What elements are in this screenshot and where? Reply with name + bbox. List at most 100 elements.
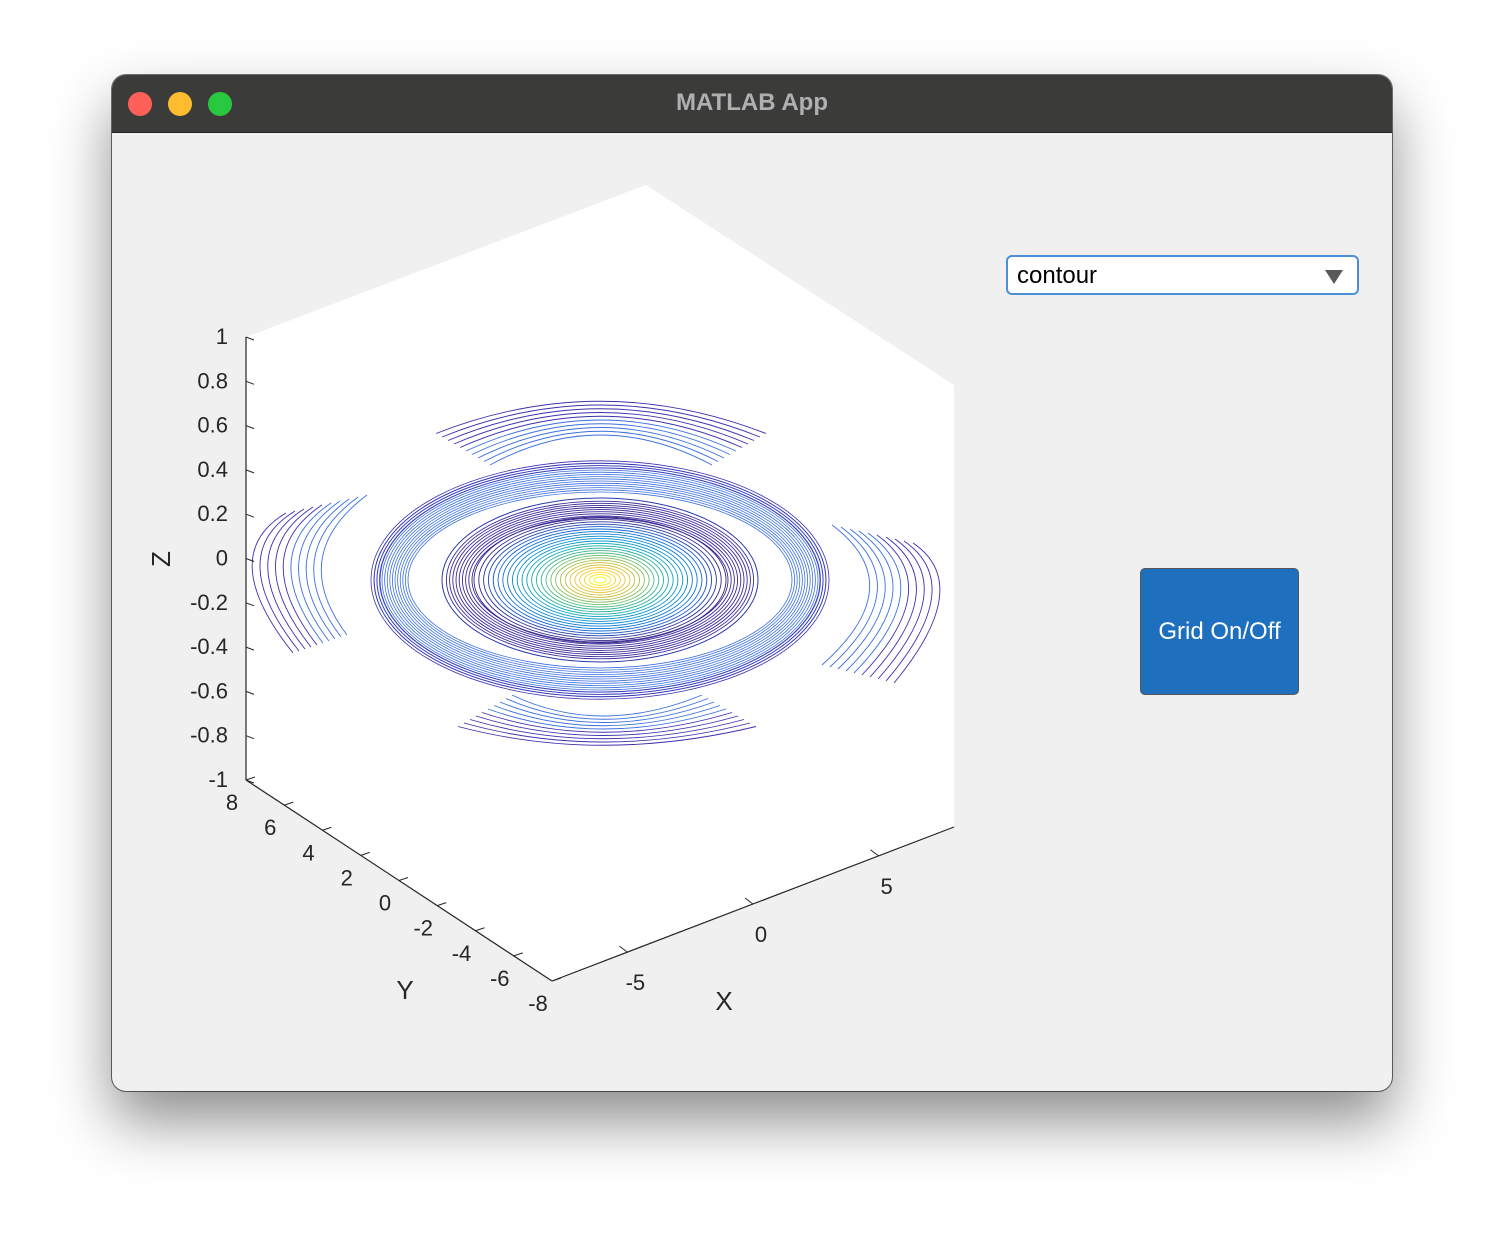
x-tick-label: 0 xyxy=(755,922,767,947)
bottom-lobe-contour xyxy=(463,722,751,743)
z-tick-label: -0.6 xyxy=(190,678,228,703)
x-tick-label: 5 xyxy=(881,874,893,899)
outer-contour-ring xyxy=(397,482,803,678)
y-tick-label: 6 xyxy=(264,815,276,840)
chevron-down-icon[interactable] xyxy=(1325,270,1343,284)
y-tick-mark xyxy=(437,902,447,907)
top-lobe-contour xyxy=(465,419,737,452)
outer-contour-ring xyxy=(376,465,824,695)
bottom-lobe-contour xyxy=(487,708,727,730)
trough-contour-ring xyxy=(465,513,735,647)
outer-contour-ring xyxy=(394,480,806,680)
y-tick-mark xyxy=(551,977,562,982)
top-lobe-contour xyxy=(435,400,767,434)
peak-contour-ring xyxy=(559,559,641,601)
top-lobe-contour xyxy=(459,415,743,448)
right-lobe-contour xyxy=(869,536,917,678)
contour-ring xyxy=(441,497,759,663)
right-lobe-contour xyxy=(845,530,894,672)
plot-type-dropdown[interactable]: contour xyxy=(1006,255,1359,295)
window-title: MATLAB App xyxy=(676,89,828,116)
z-tick-mark xyxy=(245,646,255,651)
peak-contour-ring xyxy=(593,576,607,584)
trough-contour-ring xyxy=(455,507,745,653)
trough-contour-ring xyxy=(452,504,748,656)
contour-plot-3d[interactable]: -1 -0.8 -0.6 -0.4 -0.2 0 0.2 0.4 0.6 0.8 1 -8 -6 -4 -2… xyxy=(112,75,1392,1091)
peak-contour-ring xyxy=(531,545,669,615)
peak-contour-ring xyxy=(579,569,621,591)
y-tick-mark xyxy=(360,851,370,856)
peak-contour-ring xyxy=(473,516,727,644)
trough-contour-ring xyxy=(471,517,729,643)
y-tick-label: 0 xyxy=(379,891,391,916)
y-tick-label: -4 xyxy=(452,941,472,966)
y-tick-label: 2 xyxy=(341,865,353,890)
z-tick-mark xyxy=(245,735,255,740)
peak-contour-ring xyxy=(521,540,679,620)
y-tick-mark xyxy=(398,877,409,881)
maximize-window-button[interactable] xyxy=(208,92,232,116)
z-tick-mark xyxy=(245,779,255,784)
outer-contour-ring xyxy=(402,487,798,673)
outer-contour-ring xyxy=(404,489,796,671)
grid-toggle-button[interactable]: Grid On/Off xyxy=(1140,568,1299,695)
peak-contour-ring xyxy=(545,552,655,608)
trough-contour-ring xyxy=(468,515,732,645)
z-tick-label: 0.6 xyxy=(197,413,228,438)
left-lobe-contour xyxy=(290,502,332,644)
z-tick-mark xyxy=(245,558,255,562)
top-lobe-contour xyxy=(489,434,713,466)
right-lobe-contour xyxy=(861,534,909,676)
bottom-lobe-contour xyxy=(469,719,745,740)
x-tick-mark xyxy=(744,897,754,905)
bottom-lobe-contour xyxy=(475,715,739,736)
close-window-button[interactable] xyxy=(128,92,152,116)
right-lobe-contour xyxy=(853,532,902,674)
y-tick-label: 8 xyxy=(226,790,238,815)
outer-contour-ring xyxy=(384,471,816,689)
right-lobe-contour xyxy=(885,540,933,682)
z-tick-label: 0.4 xyxy=(197,457,228,482)
outer-contour-ring xyxy=(399,484,801,675)
peak-contour-ring xyxy=(483,521,717,639)
x-tick-mark xyxy=(619,945,628,953)
outer-contour-ring xyxy=(386,473,814,686)
outer-contour-ring xyxy=(407,491,793,669)
outer-contour-ring xyxy=(391,478,809,682)
outer-contour-ring xyxy=(379,467,821,693)
trough-contour-ring xyxy=(449,502,751,658)
y-tick-label: 4 xyxy=(302,840,314,865)
y-tick-mark xyxy=(322,826,332,831)
y-tick-label: -6 xyxy=(490,966,510,991)
z-axis-label: Z xyxy=(146,551,176,567)
minimize-window-button[interactable] xyxy=(168,92,192,116)
y-tick-mark xyxy=(513,952,523,957)
z-tick-mark xyxy=(245,469,255,474)
left-lobe-contour xyxy=(320,494,368,636)
bottom-lobe-contour xyxy=(493,705,721,727)
bottom-lobe-contour xyxy=(505,698,709,720)
peak-contour-ring xyxy=(569,564,631,596)
peak-contour-ring xyxy=(588,574,612,586)
z-tick-label: 0.2 xyxy=(197,501,228,526)
left-lobe-contour xyxy=(305,498,350,640)
peak-contour-ring xyxy=(487,523,713,637)
z-tick-mark xyxy=(245,336,255,341)
z-tick-mark xyxy=(245,425,255,430)
peak-contour-ring xyxy=(540,550,660,610)
y-tick-mark xyxy=(475,927,485,932)
x-tick-mark xyxy=(870,849,879,857)
x-tick-label: -5 xyxy=(626,970,646,995)
trough-contour-ring xyxy=(461,511,739,649)
right-lobe-contour xyxy=(829,526,878,668)
z-tick-mark xyxy=(245,602,255,607)
title-bar: MATLAB App xyxy=(112,75,1392,133)
trough-contour-ring xyxy=(445,500,755,660)
bottom-lobe-contour xyxy=(499,701,715,723)
peak-contour-ring xyxy=(478,518,722,642)
z-tick-label: 0.8 xyxy=(197,368,228,393)
y-tick-label: -2 xyxy=(413,916,433,941)
top-lobe-contour xyxy=(471,423,731,455)
bottom-lobe-contour xyxy=(511,694,703,717)
peak-contour-ring xyxy=(516,538,684,622)
